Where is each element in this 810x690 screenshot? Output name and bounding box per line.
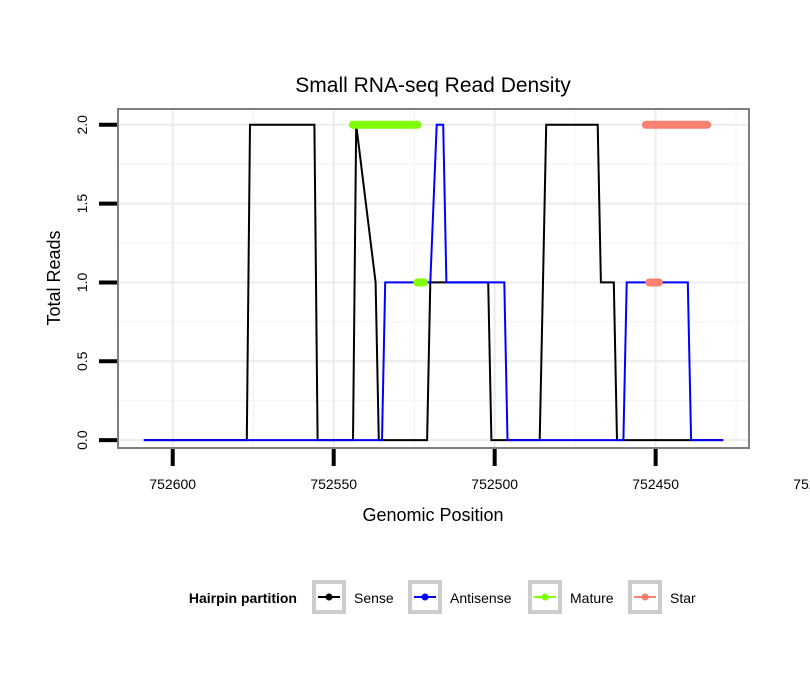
legend-key-dot — [421, 593, 429, 601]
legend-key-dot — [641, 593, 649, 601]
legend-key-dot — [325, 593, 333, 601]
y-tick-label: 2.0 — [74, 115, 90, 135]
legend-title: Hairpin partition — [189, 590, 297, 606]
legend-item-star: Star — [628, 580, 696, 614]
legend-label: Mature — [570, 590, 614, 606]
legend: Hairpin partition Sense Antisense Mature St… — [189, 580, 696, 614]
y-axis: 0.0 0.5 1.0 1.5 2.0 — [74, 115, 117, 450]
y-tick-label: 0.5 — [74, 351, 90, 371]
y-tick-label: 1.0 — [74, 273, 90, 293]
x-tick-label: 752550 — [310, 476, 357, 492]
chart-title: Small RNA-seq Read Density — [295, 74, 571, 97]
x-tick-label: 752600 — [149, 476, 196, 492]
series-line-antisense — [143, 123, 724, 442]
legend-item-mature: Mature — [528, 580, 614, 614]
x-axis-label: Genomic Position — [362, 505, 503, 525]
plot-panel-border — [117, 108, 750, 449]
legend-label: Antisense — [450, 590, 512, 606]
y-axis-label: Total Reads — [44, 230, 64, 325]
grid-lines — [118, 109, 749, 448]
x-tick-label: 752400 — [793, 476, 810, 492]
legend-label: Star — [670, 590, 696, 606]
x-axis: 752600 752550 752500 752450 752400 — [149, 449, 810, 492]
legend-label: Sense — [354, 590, 394, 606]
y-tick-label: 0.0 — [74, 430, 90, 450]
x-tick-label: 752500 — [471, 476, 518, 492]
legend-item-antisense: Antisense — [408, 580, 512, 614]
x-tick-label: 752450 — [632, 476, 679, 492]
legend-key-dot — [541, 593, 549, 601]
y-tick-label: 1.5 — [74, 194, 90, 214]
series-layer — [143, 120, 724, 442]
legend-item-sense: Sense — [312, 580, 394, 614]
